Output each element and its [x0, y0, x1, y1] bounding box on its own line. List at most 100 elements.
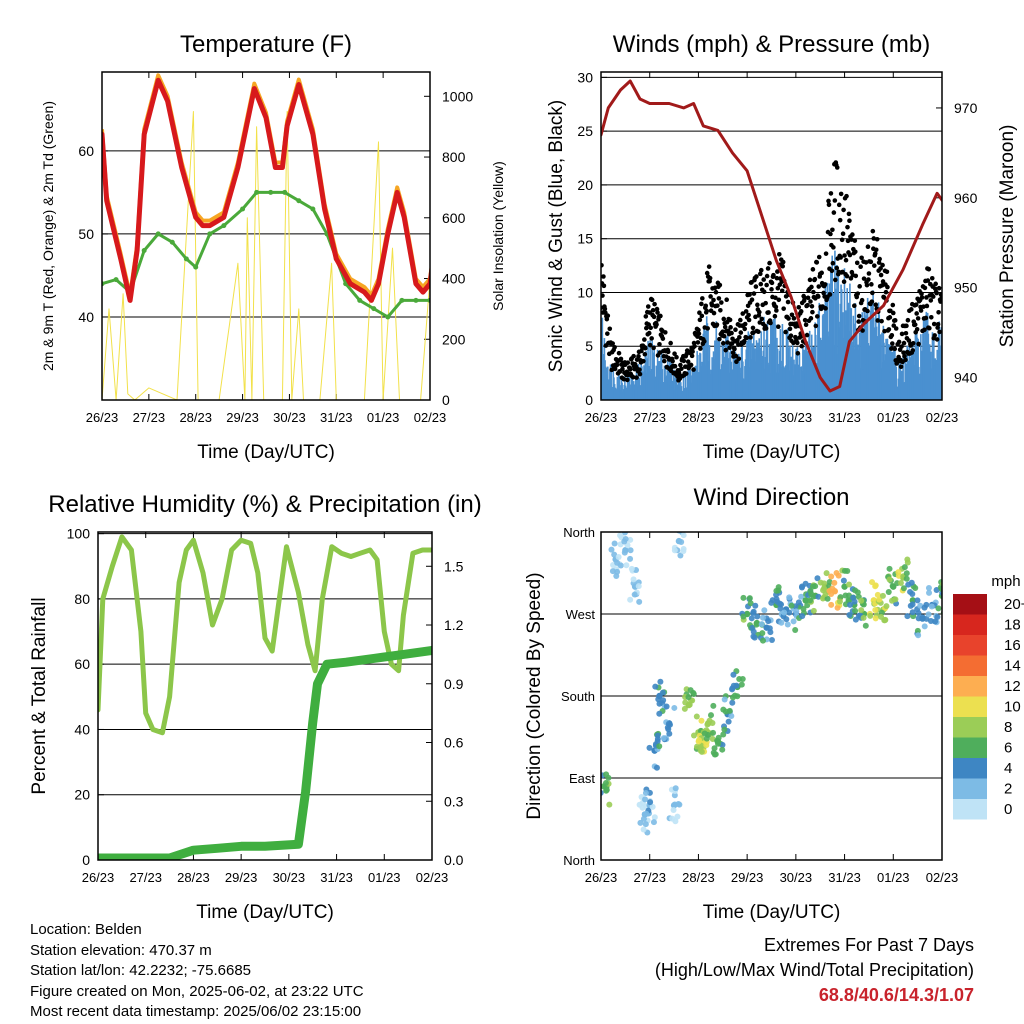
- direction-point: [666, 721, 673, 728]
- legend-title: mph: [991, 573, 1020, 590]
- gust-point: [805, 295, 811, 301]
- extremes-box: Extremes For Past 7 Days (High/Low/Max W…: [655, 933, 974, 1008]
- gust-point: [876, 260, 882, 265]
- gust-point: [660, 336, 666, 341]
- x-tick-label: 01/23: [367, 410, 400, 425]
- x-tick-label: 30/23: [780, 410, 813, 425]
- gust-point: [883, 289, 889, 295]
- dewpoint-point: [183, 256, 189, 262]
- gust-point: [832, 198, 838, 203]
- direction-point: [783, 616, 790, 623]
- direction-point: [760, 637, 767, 644]
- x-tick-label: 30/23: [273, 410, 306, 425]
- gust-point: [618, 356, 624, 362]
- direction-point: [886, 565, 893, 572]
- direction-point: [778, 619, 785, 626]
- y2-tick-label: 1.5: [444, 558, 464, 574]
- direction-point: [947, 578, 953, 584]
- gust-point: [685, 359, 691, 365]
- gust-point: [932, 333, 937, 338]
- direction-point: [923, 615, 930, 622]
- gust-point: [767, 260, 772, 266]
- dewpoint-point: [207, 231, 213, 237]
- direction-point: [934, 613, 941, 620]
- gust-point: [642, 337, 647, 342]
- dewpoint-point: [296, 198, 302, 204]
- gust-point: [738, 330, 744, 335]
- direction-point: [831, 579, 838, 586]
- legend-swatch: [953, 696, 987, 717]
- gust-point: [729, 330, 734, 336]
- gust-point: [816, 254, 822, 260]
- direction-point: [835, 572, 842, 579]
- gust-point: [819, 270, 824, 276]
- legend-swatch: [953, 594, 987, 615]
- gust-point: [889, 333, 895, 338]
- direction-point: [889, 582, 896, 589]
- direction-point: [828, 601, 835, 608]
- direction-point: [746, 595, 753, 602]
- gust-point: [808, 299, 813, 304]
- gust-point: [919, 295, 925, 300]
- gust-point: [683, 371, 689, 376]
- x-axis-label: Time (Day/UTC): [703, 442, 841, 463]
- gust-point: [892, 346, 898, 352]
- y2-tick-label: 600: [442, 210, 466, 226]
- gust-point: [737, 334, 742, 340]
- gust-point: [930, 294, 936, 299]
- legend-swatch: [953, 655, 987, 676]
- gust-point: [843, 257, 849, 263]
- direction-point: [671, 792, 678, 799]
- gust-point: [756, 329, 761, 335]
- gust-point: [795, 351, 801, 356]
- gust-point: [805, 302, 810, 308]
- gust-point: [802, 295, 807, 301]
- x-tick-label: 02/23: [926, 410, 959, 425]
- direction-point: [677, 552, 684, 559]
- direction-point: [971, 579, 977, 585]
- direction-point: [748, 615, 755, 622]
- y2-tick-label: 0.6: [444, 735, 464, 751]
- gust-point: [814, 314, 820, 319]
- gust-point: [892, 318, 898, 323]
- gust-point: [688, 362, 694, 368]
- gust-point: [783, 329, 788, 335]
- gust-point: [649, 297, 655, 303]
- direction-point: [603, 771, 610, 778]
- gust-point: [914, 327, 920, 332]
- gust-point: [924, 303, 930, 309]
- direction-point: [630, 576, 637, 583]
- gust-point: [796, 304, 802, 310]
- gust-point: [830, 227, 835, 233]
- gust-point: [774, 275, 780, 281]
- direction-point: [897, 579, 904, 586]
- direction-point: [659, 689, 666, 696]
- x-tick-label: 26/23: [82, 870, 115, 885]
- direction-point: [726, 707, 733, 714]
- gust-point: [727, 317, 733, 323]
- gust-point: [701, 339, 707, 344]
- direction-point: [834, 604, 841, 611]
- direction-point: [627, 536, 634, 543]
- y2-tick-label: 0.3: [444, 793, 464, 809]
- gust-point: [834, 165, 840, 170]
- gust-point: [654, 322, 659, 327]
- plot-frame: [600, 71, 943, 401]
- gust-point: [601, 293, 605, 298]
- x-axis-label: Time (Day/UTC): [703, 902, 841, 923]
- gust-point: [844, 193, 849, 199]
- gust-point: [884, 269, 890, 275]
- gust-point: [754, 274, 759, 279]
- direction-point: [965, 580, 971, 586]
- direction-point: [678, 539, 685, 546]
- legend-swatch: [953, 737, 987, 758]
- direction-point: [697, 747, 704, 754]
- legend-label: 2: [1004, 781, 1012, 798]
- legend-label: 6: [1004, 740, 1012, 757]
- chart-title: Wind Direction: [693, 484, 849, 511]
- gust-point: [695, 340, 701, 345]
- direction-point: [793, 608, 800, 615]
- created-text: Figure created on Mon, 2025-06-02, at 23…: [30, 982, 364, 1000]
- y2-tick-label: 0.0: [444, 852, 464, 868]
- gust-point: [912, 322, 918, 327]
